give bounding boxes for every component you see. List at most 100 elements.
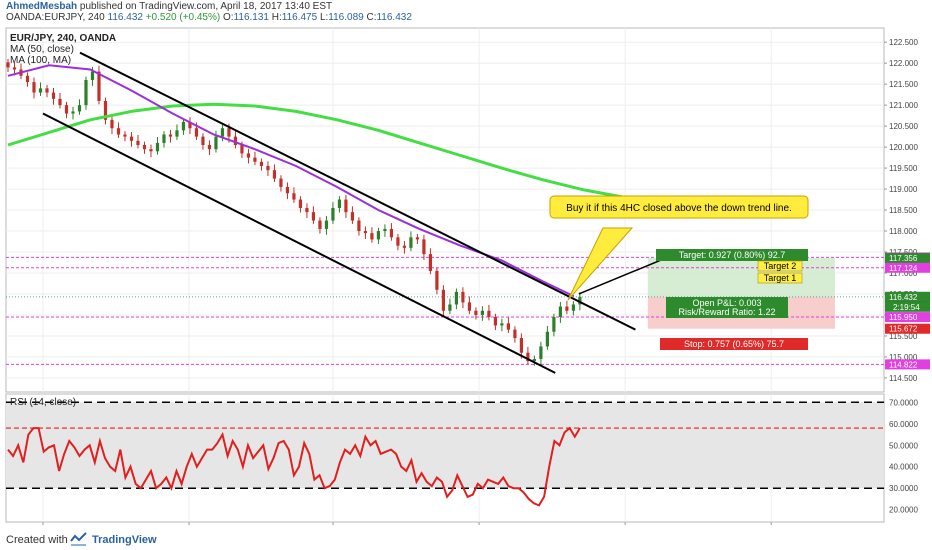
candle-body	[58, 98, 62, 106]
candle-body	[97, 71, 101, 101]
candle-body	[259, 161, 264, 166]
created-with-text: Created with	[6, 534, 68, 546]
candle-body	[324, 220, 329, 229]
candle-body	[246, 153, 251, 158]
legend-ma100[interactable]: MA (100, MA)	[10, 55, 71, 66]
ohlc-low-label: L:	[319, 12, 329, 23]
candle-body	[435, 270, 439, 290]
legend-ma50[interactable]: MA (50, close)	[10, 44, 74, 55]
rr-text: Risk/Reward Ratio: 1.22	[678, 307, 775, 317]
ohlc-close-label: C:	[366, 12, 377, 23]
lower-trend-line[interactable]	[42, 112, 556, 374]
candle-body	[285, 186, 290, 194]
ohlc-high: 116.475	[281, 12, 318, 23]
candle-body	[71, 111, 75, 114]
candle-body	[370, 233, 374, 240]
arrow-line[interactable]	[578, 259, 661, 295]
ohlc-open-label: O:	[223, 12, 234, 23]
candle-body	[428, 254, 433, 271]
candle-body	[305, 207, 309, 213]
candle-body	[357, 220, 361, 232]
ohlc-high-label: H:	[271, 12, 282, 23]
rsi-tick: 50.0000	[889, 441, 918, 450]
candle-body	[162, 134, 166, 143]
candle-body	[6, 62, 10, 68]
price-tag	[885, 312, 930, 323]
time-tick: Apr	[326, 527, 340, 528]
candle-body	[480, 310, 485, 315]
candle-body	[298, 199, 303, 208]
time-tick: 27	[184, 527, 194, 528]
price-tick: 118.500	[889, 206, 918, 215]
candle-body	[467, 302, 472, 311]
candle-body	[532, 359, 536, 362]
candle-body	[565, 306, 569, 311]
price-tag	[885, 262, 930, 273]
candle-body	[90, 71, 95, 80]
price-tick: 114.500	[889, 374, 918, 383]
price-tag	[885, 359, 930, 370]
chart-canvas[interactable]: Buy it if this 4HC closed above the down…	[0, 24, 932, 528]
price-tag-text: 116.432	[889, 293, 918, 302]
candle-body	[227, 128, 231, 137]
candle-body	[129, 136, 134, 141]
candle-body	[123, 134, 127, 137]
target1-label	[757, 272, 803, 284]
candle-body	[474, 310, 478, 315]
time-axis[interactable]: 20 27 Apr 10 17 24	[38, 522, 776, 528]
candle-body	[318, 220, 322, 229]
candle-body	[519, 338, 523, 353]
candle-body	[155, 142, 160, 152]
chart-header: AhmedMesbah published on TradingView.com…	[0, 0, 932, 24]
price-tag-text: 117.356	[889, 254, 918, 263]
symbol-label: OANDA:EURJPY, 240	[6, 12, 105, 23]
time-tick: 17	[620, 527, 630, 528]
price-change: +0.520 (+0.45%)	[145, 12, 221, 23]
price-tag-text: 115.672	[889, 325, 918, 334]
price-tag	[885, 291, 930, 302]
tradingview-brand[interactable]: TradingView	[92, 534, 157, 546]
publish-text: published on TradingView.com, April 18, …	[79, 1, 333, 12]
candle-body	[136, 140, 140, 146]
candle-body	[149, 149, 153, 152]
candle-body	[292, 193, 296, 200]
callout-pointer	[567, 227, 634, 301]
author-link[interactable]: AhmedMesbah	[6, 1, 78, 12]
candle-body	[168, 134, 173, 137]
quote-line: OANDA:EURJPY, 240 116.432 +0.520 (+0.45%…	[6, 12, 412, 23]
price-tick: 122.500	[889, 38, 918, 47]
price-tick: 121.500	[889, 80, 918, 89]
candle-body	[415, 237, 420, 240]
candle-body	[32, 82, 36, 93]
price-tag	[885, 323, 930, 334]
price-labels: 117.371117.356117.124116.429116.432115.9…	[885, 252, 930, 370]
candle-body	[383, 228, 387, 232]
candle-body	[500, 323, 504, 326]
legend-rsi[interactable]: RSI (14, close)	[10, 397, 76, 408]
last-price: 116.432	[107, 12, 143, 23]
candle-body	[207, 145, 212, 150]
candle-body	[51, 92, 56, 99]
upper-trend-line[interactable]	[79, 51, 636, 331]
rsi-axis[interactable]: 70.0000 60.0000 50.0000 40.0000 30.0000 20.00…	[889, 398, 918, 514]
candle-body	[25, 75, 30, 83]
candle-body	[142, 145, 147, 150]
price-tick: 120.000	[889, 143, 918, 152]
candle-body	[331, 207, 335, 221]
callout-box[interactable]	[549, 195, 809, 219]
rsi-tick: 60.0000	[889, 420, 918, 429]
candle-body	[64, 105, 69, 114]
publish-line: AhmedMesbah published on TradingView.com…	[6, 1, 332, 12]
price-tick: 119.500	[889, 164, 918, 173]
candles	[6, 58, 582, 366]
ohlc-open: 116.131	[233, 12, 269, 23]
price-tag-text: 117.124	[889, 264, 918, 273]
price-tick: 115.500	[889, 332, 918, 341]
candle-body	[110, 119, 114, 129]
open-pl-text: Open P&L: 0.003	[692, 298, 761, 308]
candle-body	[116, 128, 121, 135]
price-tick: 121.000	[889, 101, 918, 110]
target2-text: Target 2	[764, 261, 797, 271]
candle-body	[233, 136, 238, 146]
candle-body	[220, 128, 225, 137]
